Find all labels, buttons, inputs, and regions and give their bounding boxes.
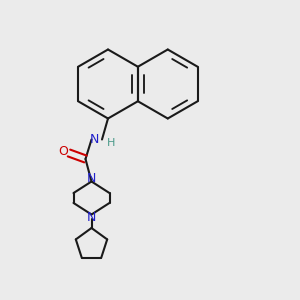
Text: O: O — [59, 145, 68, 158]
Text: H: H — [107, 137, 115, 148]
Text: N: N — [90, 133, 99, 146]
Text: N: N — [87, 211, 96, 224]
Text: N: N — [87, 172, 96, 185]
